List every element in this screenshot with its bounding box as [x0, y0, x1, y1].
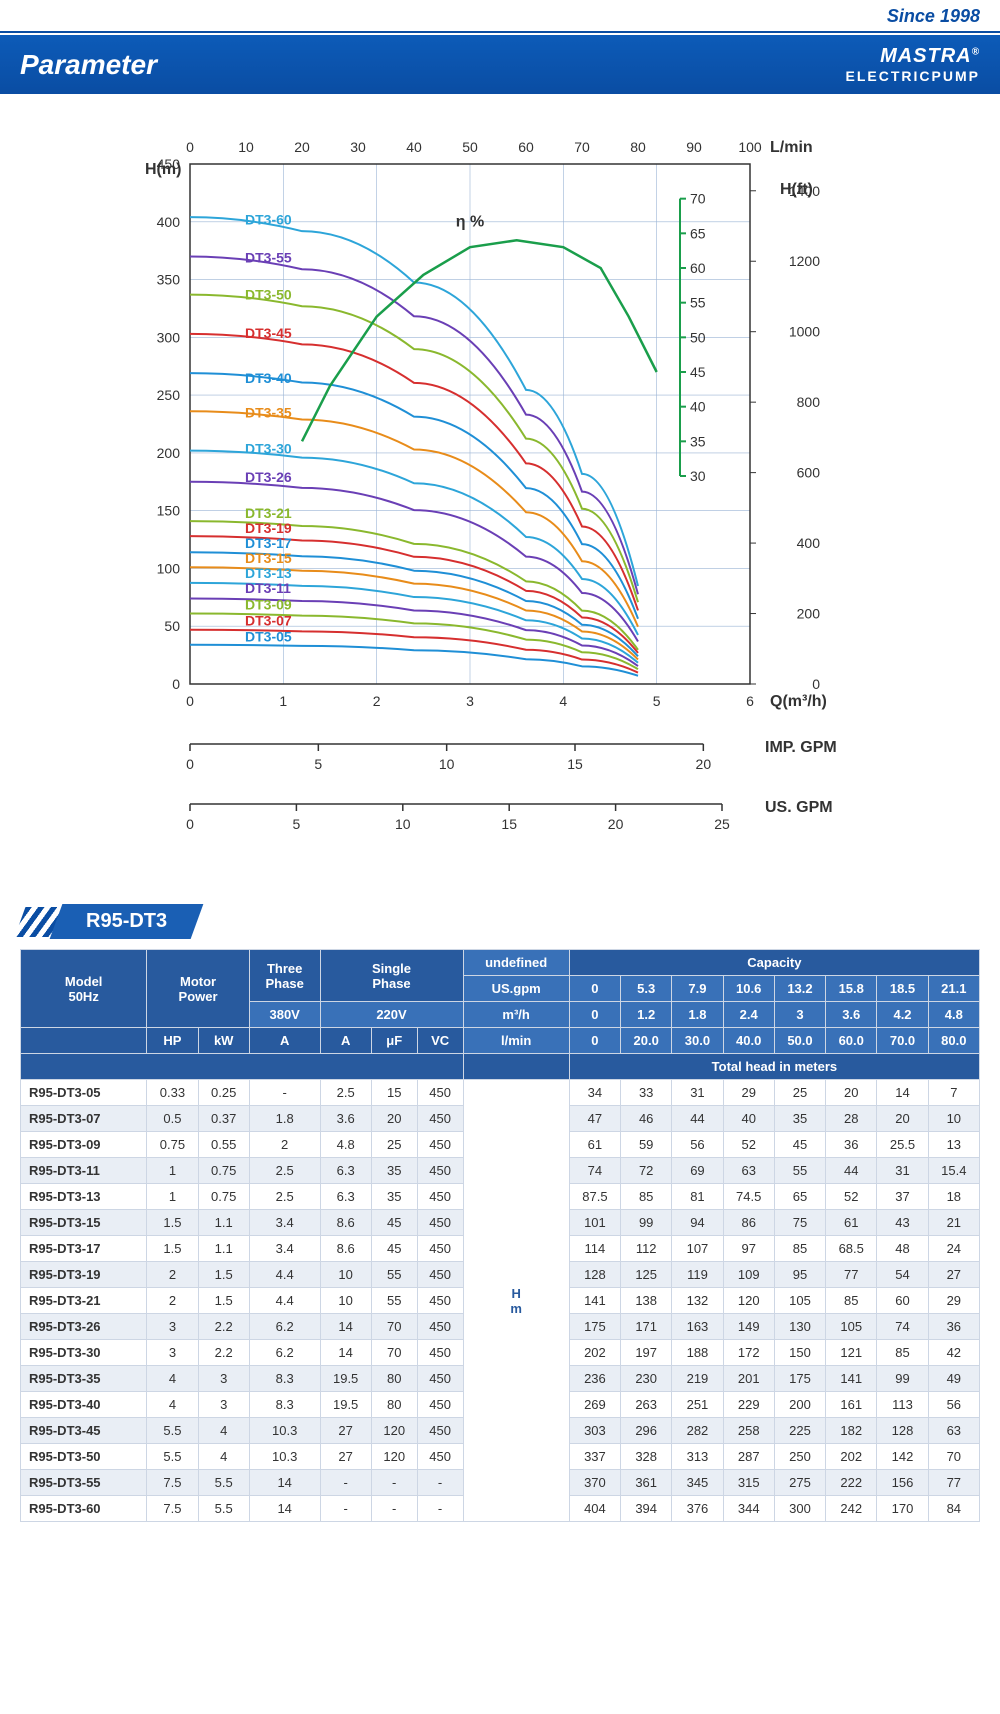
- svg-text:DT3-26: DT3-26: [245, 469, 292, 485]
- svg-text:20: 20: [696, 756, 712, 772]
- svg-text:DT3-05: DT3-05: [245, 629, 292, 645]
- svg-text:0: 0: [812, 676, 820, 692]
- svg-text:DT3-07: DT3-07: [245, 613, 292, 629]
- svg-text:DT3-35: DT3-35: [245, 405, 292, 421]
- svg-text:350: 350: [157, 272, 181, 288]
- svg-text:100: 100: [157, 560, 181, 576]
- specs-table-wrap: Model50HzMotorPowerThreePhaseSinglePhase…: [0, 949, 1000, 1552]
- svg-text:η %: η %: [456, 213, 484, 230]
- svg-text:80: 80: [630, 139, 646, 155]
- svg-text:0: 0: [186, 693, 194, 709]
- svg-text:US. GPM: US. GPM: [765, 799, 833, 816]
- svg-text:15: 15: [567, 756, 583, 772]
- brand-block: MASTRA® ELECTRICPUMP: [846, 45, 980, 84]
- svg-text:150: 150: [157, 503, 181, 519]
- svg-text:30: 30: [350, 139, 366, 155]
- since-label: Since 1998: [887, 6, 980, 26]
- svg-text:1200: 1200: [789, 253, 820, 269]
- svg-text:10: 10: [238, 139, 254, 155]
- page-title: Parameter: [20, 49, 157, 81]
- svg-text:DT3-19: DT3-19: [245, 520, 292, 536]
- svg-text:H(ft): H(ft): [780, 181, 813, 198]
- svg-text:60: 60: [518, 139, 534, 155]
- svg-text:0: 0: [186, 816, 194, 832]
- svg-text:5: 5: [314, 756, 322, 772]
- svg-text:5: 5: [653, 693, 661, 709]
- svg-text:DT3-15: DT3-15: [245, 550, 292, 566]
- svg-text:6: 6: [746, 693, 754, 709]
- page-header: Parameter MASTRA® ELECTRICPUMP: [0, 35, 1000, 94]
- svg-text:40: 40: [406, 139, 422, 155]
- svg-text:DT3-13: DT3-13: [245, 565, 292, 581]
- table-row: R95-DT3-050.330.25-2.515450Hm34333129252…: [21, 1080, 980, 1106]
- svg-text:0: 0: [186, 139, 194, 155]
- chart-area: 0501001502002503003504004500123456010203…: [0, 94, 1000, 884]
- svg-text:50: 50: [164, 618, 180, 634]
- svg-text:5: 5: [293, 816, 301, 832]
- svg-text:70: 70: [574, 139, 590, 155]
- svg-text:60: 60: [690, 260, 706, 276]
- svg-text:25: 25: [714, 816, 730, 832]
- svg-text:600: 600: [797, 465, 821, 481]
- svg-text:3: 3: [466, 693, 474, 709]
- svg-text:50: 50: [690, 329, 706, 345]
- svg-text:DT3-17: DT3-17: [245, 535, 292, 551]
- svg-text:DT3-11: DT3-11: [245, 580, 291, 596]
- svg-text:35: 35: [690, 433, 706, 449]
- svg-text:250: 250: [157, 387, 181, 403]
- svg-text:300: 300: [157, 329, 181, 345]
- svg-text:DT3-30: DT3-30: [245, 440, 292, 456]
- brand-logo: MASTRA®: [846, 45, 980, 68]
- specs-table: Model50HzMotorPowerThreePhaseSinglePhase…: [20, 949, 980, 1522]
- svg-text:30: 30: [690, 468, 706, 484]
- svg-text:H(m): H(m): [145, 161, 181, 178]
- svg-text:DT3-55: DT3-55: [245, 250, 292, 266]
- svg-text:45: 45: [690, 364, 706, 380]
- svg-text:20: 20: [294, 139, 310, 155]
- svg-text:1000: 1000: [789, 324, 820, 340]
- svg-text:0: 0: [172, 676, 180, 692]
- svg-text:10: 10: [395, 816, 411, 832]
- svg-text:100: 100: [738, 139, 762, 155]
- svg-text:Q(m³/h): Q(m³/h): [770, 693, 827, 710]
- svg-text:DT3-50: DT3-50: [245, 287, 292, 303]
- svg-text:1: 1: [279, 693, 287, 709]
- svg-text:2: 2: [373, 693, 381, 709]
- svg-text:400: 400: [797, 535, 821, 551]
- svg-text:20: 20: [608, 816, 624, 832]
- svg-text:10: 10: [439, 756, 455, 772]
- svg-text:800: 800: [797, 394, 821, 410]
- svg-text:65: 65: [690, 225, 706, 241]
- section-label: R95-DT3: [50, 904, 204, 939]
- svg-text:DT3-09: DT3-09: [245, 596, 292, 612]
- brand-subtitle: ELECTRICPUMP: [846, 68, 980, 84]
- svg-text:50: 50: [462, 139, 478, 155]
- svg-text:15: 15: [501, 816, 517, 832]
- performance-chart: 0501001502002503003504004500123456010203…: [100, 124, 900, 864]
- svg-text:DT3-60: DT3-60: [245, 212, 292, 228]
- svg-text:200: 200: [797, 606, 821, 622]
- svg-text:DT3-45: DT3-45: [245, 325, 292, 341]
- svg-text:200: 200: [157, 445, 181, 461]
- svg-text:0: 0: [186, 756, 194, 772]
- svg-text:IMP. GPM: IMP. GPM: [765, 739, 837, 756]
- svg-text:40: 40: [690, 399, 706, 415]
- top-bar: Since 1998: [0, 0, 1000, 33]
- section-bar: R95-DT3: [20, 904, 980, 939]
- svg-text:DT3-21: DT3-21: [245, 505, 292, 521]
- svg-text:90: 90: [686, 139, 702, 155]
- svg-text:L/min: L/min: [770, 139, 813, 156]
- svg-text:DT3-40: DT3-40: [245, 370, 292, 386]
- svg-text:70: 70: [690, 191, 706, 207]
- svg-text:55: 55: [690, 295, 706, 311]
- svg-text:400: 400: [157, 214, 181, 230]
- svg-text:4: 4: [559, 693, 567, 709]
